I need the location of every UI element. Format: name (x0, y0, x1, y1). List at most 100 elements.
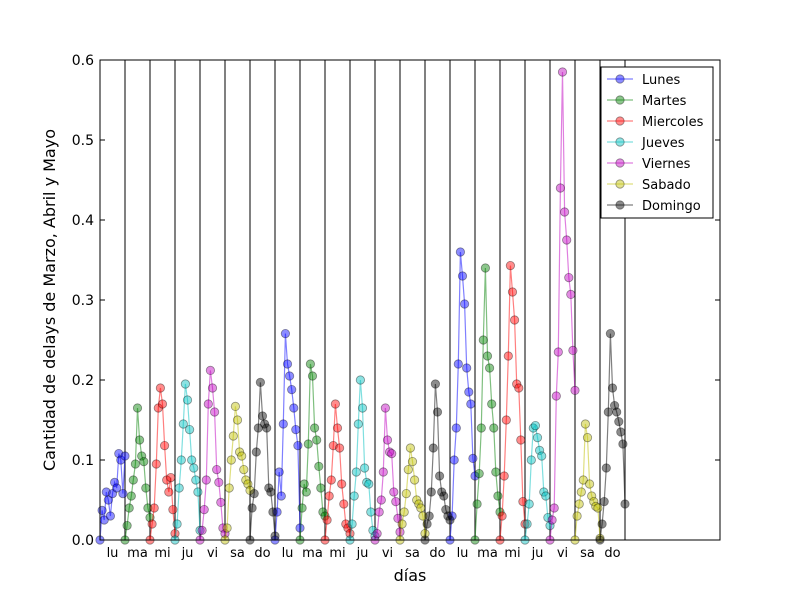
data-point (409, 475, 420, 485)
data-point (387, 448, 397, 459)
data-point (301, 487, 311, 497)
series-line (574, 423, 601, 541)
data-point (270, 531, 280, 541)
data-point (293, 440, 303, 451)
day-separator-lines (124, 60, 626, 540)
data-point (618, 439, 628, 449)
data-point (347, 519, 357, 529)
data-point (166, 472, 176, 483)
data-point (497, 511, 507, 521)
data-point (110, 477, 120, 487)
data-point (584, 479, 595, 489)
data-point (278, 419, 288, 429)
data-point (505, 260, 515, 271)
series-jueves (170, 375, 555, 545)
data-point (264, 483, 274, 493)
data-point (141, 483, 151, 493)
data-point (241, 475, 251, 485)
data-point (616, 427, 626, 437)
x-tick-label: ju (531, 546, 544, 561)
y-axis-ticks: 0.0 0.1 0.2 0.3 0.4 0.5 0.6 (72, 53, 720, 549)
x-tick-label: ju (356, 546, 369, 561)
series-line (99, 453, 126, 541)
data-point (230, 401, 240, 411)
data-point (366, 507, 376, 517)
data-point (391, 496, 401, 507)
x-tick-label: ma (302, 546, 323, 561)
x-tick-label: do (604, 546, 620, 561)
data-point (305, 359, 315, 369)
data-point (164, 487, 174, 497)
data-point (553, 347, 563, 357)
data-point (197, 525, 207, 536)
series-line (224, 406, 251, 541)
data-point (228, 431, 238, 441)
x-tick-label: vi (382, 546, 393, 561)
data-point (524, 499, 534, 509)
data-point (330, 399, 340, 409)
y-tick-label: 0.3 (72, 293, 94, 309)
x-tick-label: vi (557, 546, 568, 561)
legend-label: Sabado (642, 178, 691, 193)
data-point (316, 483, 326, 493)
data-point (462, 363, 472, 373)
data-point (355, 375, 365, 385)
data-point (512, 379, 522, 389)
x-tick-label: ma (477, 546, 498, 561)
data-point (541, 491, 551, 501)
data-point (359, 463, 370, 473)
data-point (189, 463, 199, 473)
data-point (210, 407, 220, 417)
data-point (291, 424, 301, 435)
data-point (549, 503, 559, 513)
data-point (262, 423, 272, 433)
data-point (397, 519, 407, 529)
data-point (151, 459, 161, 469)
data-point (378, 467, 388, 477)
data-point (489, 423, 499, 433)
data-point (107, 488, 118, 499)
legend-marker (615, 116, 625, 126)
data-point (507, 287, 518, 297)
x-tick-label: lu (282, 546, 294, 561)
data-point (239, 464, 249, 475)
legend-item: Domingo (607, 199, 701, 214)
data-point (168, 504, 178, 515)
data-point (591, 501, 601, 511)
data-point (389, 487, 399, 497)
data-point (137, 451, 147, 461)
data-point (332, 423, 343, 433)
data-point (614, 416, 624, 427)
x-tick-label: ma (127, 546, 148, 561)
legend-item: Martes (607, 94, 687, 109)
series-line (424, 383, 451, 541)
data-point (187, 455, 197, 465)
data-point (182, 395, 193, 405)
data-point (174, 483, 184, 493)
series-domingo (245, 328, 630, 545)
legend-marker (615, 95, 625, 105)
data-point (312, 435, 322, 445)
data-point (484, 363, 495, 373)
data-point (599, 496, 609, 507)
y-tick-label: 0.0 (72, 533, 94, 549)
legend-item: Viernes (607, 157, 691, 172)
data-point (480, 263, 490, 273)
data-point (276, 491, 286, 501)
data-point (478, 335, 488, 345)
legend-label: Domingo (642, 199, 701, 214)
legend-marker (615, 137, 625, 147)
data-point (318, 507, 328, 517)
data-point (430, 379, 440, 389)
data-point (185, 424, 195, 435)
y-tick-label: 0.1 (72, 453, 94, 469)
data-point (324, 491, 334, 501)
data-point (499, 471, 509, 481)
data-point (135, 435, 145, 445)
data-point (401, 488, 411, 499)
data-point (576, 487, 586, 497)
series-line (549, 71, 576, 541)
data-point (255, 377, 265, 387)
data-point (243, 479, 253, 489)
data-point (414, 499, 424, 509)
